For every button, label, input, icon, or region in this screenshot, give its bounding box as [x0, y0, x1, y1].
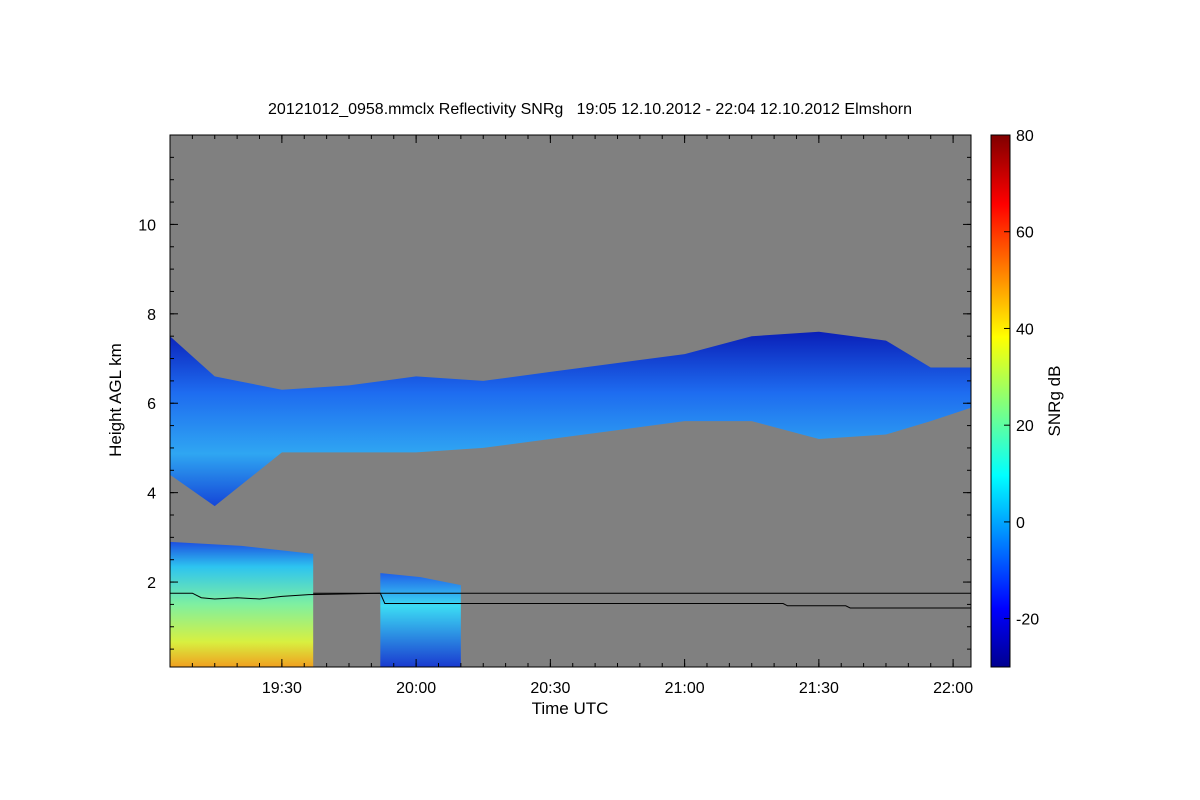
height-line — [170, 592, 971, 609]
x-tick-label: 21:30 — [799, 680, 839, 697]
echo-region-cloud-layer — [170, 331, 971, 507]
colorbar-frame — [990, 134, 1011, 668]
y-tick-label: 10 — [138, 217, 156, 234]
chart-title: 20121012_0958.mmclx Reflectivity SNRg 19… — [268, 101, 912, 118]
colorbar-tick-label: -20 — [1016, 612, 1039, 629]
colorbar-tick-label: 0 — [1016, 515, 1025, 532]
x-axis: 19:30 20:00 20:30 21:00 21:30 22:00 — [169, 135, 973, 697]
colorbar-tick-label: 60 — [1016, 225, 1034, 242]
echo-region-low-level — [170, 541, 314, 667]
y-tick-label: 6 — [147, 396, 156, 413]
colorbar-label: SNRg dB — [1045, 366, 1064, 437]
x-axis-label: Time UTC — [532, 699, 609, 718]
plot-frame — [169, 134, 972, 668]
x-tick-label: 20:30 — [530, 680, 570, 697]
y-tick-label: 8 — [147, 307, 156, 324]
x-tick-label: 19:30 — [262, 680, 302, 697]
x-tick-label: 20:00 — [396, 680, 436, 697]
x-tick-label: 22:00 — [933, 680, 973, 697]
colorbar-tick-label: 40 — [1016, 321, 1034, 338]
colorbar: -20 0 20 40 60 80 — [990, 128, 1039, 668]
y-tick-label: 2 — [147, 575, 156, 592]
y-axis: 2 4 6 8 10 — [138, 156, 971, 650]
colorbar-tick-label: 80 — [1016, 128, 1034, 145]
plot-area — [170, 135, 971, 667]
y-axis-label: Height AGL km — [106, 343, 125, 457]
colorbar-gradient — [991, 135, 1010, 667]
x-tick-label: 21:00 — [665, 680, 705, 697]
echo-region-low-level — [380, 573, 461, 667]
y-tick-label: 4 — [147, 486, 156, 503]
colorbar-tick-label: 20 — [1016, 418, 1034, 435]
